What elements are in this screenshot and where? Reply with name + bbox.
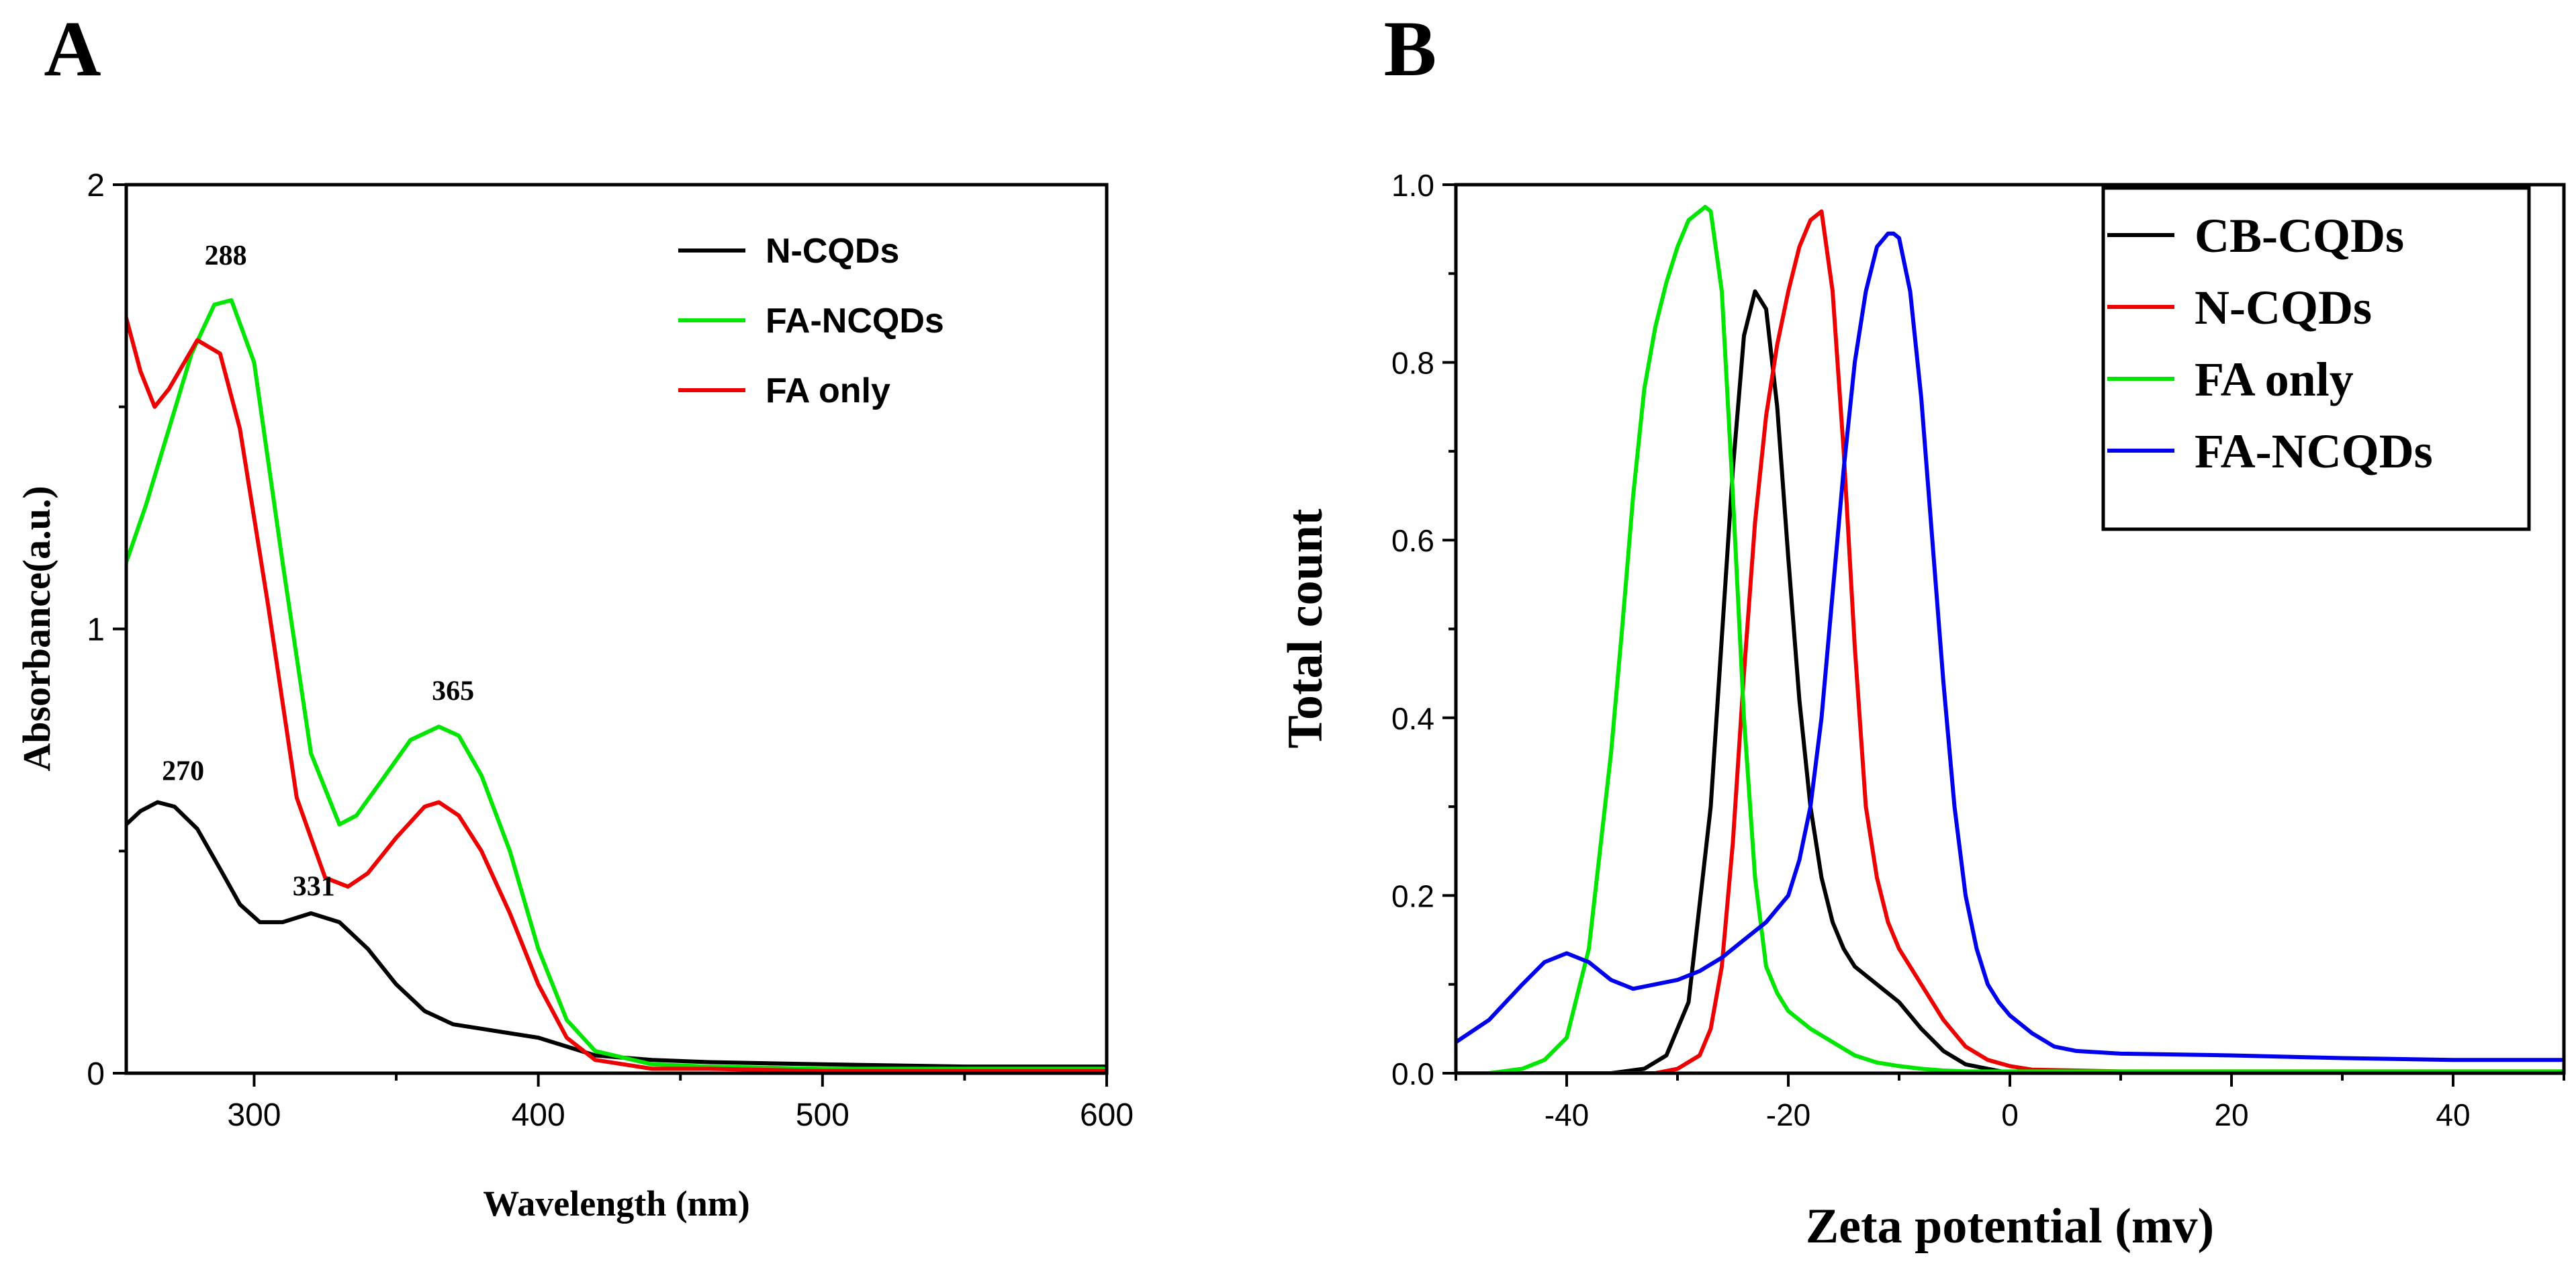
x-tick-label: 0	[2001, 1097, 2019, 1132]
legend-label-fa-ncqds: FA-NCQDs	[766, 302, 944, 340]
peak-annotation: 288	[205, 240, 247, 271]
panel-label: B	[1384, 5, 1437, 93]
legend-box	[2101, 186, 2531, 531]
legend-label-fa-only: FA only	[766, 371, 890, 410]
y-axis-label: Absorbance(a.u.)	[15, 486, 58, 771]
x-tick-label: 600	[1080, 1097, 1134, 1133]
series-line-fa-ncqds	[1456, 231, 2564, 1062]
legend-label-cb-cqds: CB-CQDs	[2195, 209, 2404, 263]
y-tick-label: 0.6	[1391, 523, 1434, 558]
panel-label: A	[44, 5, 101, 93]
series-line-cb-cqds	[1456, 289, 2564, 1073]
y-tick-label: 0.4	[1391, 701, 1434, 736]
x-tick-label: 400	[512, 1097, 565, 1133]
peak-annotation: 270	[162, 756, 204, 786]
x-tick-label: 500	[796, 1097, 849, 1133]
y-tick-label: 1.0	[1391, 168, 1434, 203]
x-tick-label: 40	[2436, 1097, 2470, 1132]
y-axis-label: Total count	[1278, 508, 1333, 748]
chart-panel-a: A 300 400 500 600 0 1 2 Wavelength (nm) Absorbanc…	[15, 5, 1134, 1224]
legend-label-fa-ncqds: FA-NCQDs	[2195, 424, 2433, 478]
legend: N-CQDs FA-NCQDs FA only	[678, 232, 944, 410]
legend-label-fa-only: FA only	[2195, 353, 2354, 406]
y-tick-label: 1	[87, 612, 105, 648]
y-tick-label: 0	[87, 1056, 105, 1092]
y-tick-label: 0.8	[1391, 346, 1434, 381]
series-line-fa-only	[126, 316, 1107, 1073]
x-axis-label: Wavelength (nm)	[483, 1183, 750, 1224]
y-tick-label: 0.2	[1391, 878, 1434, 913]
x-tick-label: 20	[2214, 1097, 2248, 1132]
peak-annotation: 365	[432, 676, 474, 707]
legend: CB-CQDs N-CQDs FA only FA-NCQDs	[2101, 186, 2531, 531]
x-tick-label: 300	[227, 1097, 281, 1133]
series-line-n-cqds	[1456, 209, 2564, 1073]
x-tick-label: -20	[1766, 1097, 1810, 1132]
series-line-fa-only	[1456, 205, 2564, 1073]
series-line-n-cqds	[126, 800, 1107, 1069]
legend-label-n-cqds: N-CQDs	[766, 232, 899, 271]
y-tick-label: 0.0	[1391, 1056, 1434, 1091]
chart-panel-b: B -40 -20 0 20 40 0.0 0.2 0.4 0.6 0.8 1.0 Zeta poten…	[1278, 5, 2566, 1254]
y-tick-label: 2	[87, 168, 105, 203]
x-tick-label: -40	[1545, 1097, 1589, 1132]
series-line-fa-ncqds	[126, 298, 1107, 1071]
peak-annotation: 331	[293, 871, 335, 902]
legend-label-n-cqds: N-CQDs	[2195, 281, 2372, 334]
x-axis-label: Zeta potential (mv)	[1806, 1199, 2214, 1254]
